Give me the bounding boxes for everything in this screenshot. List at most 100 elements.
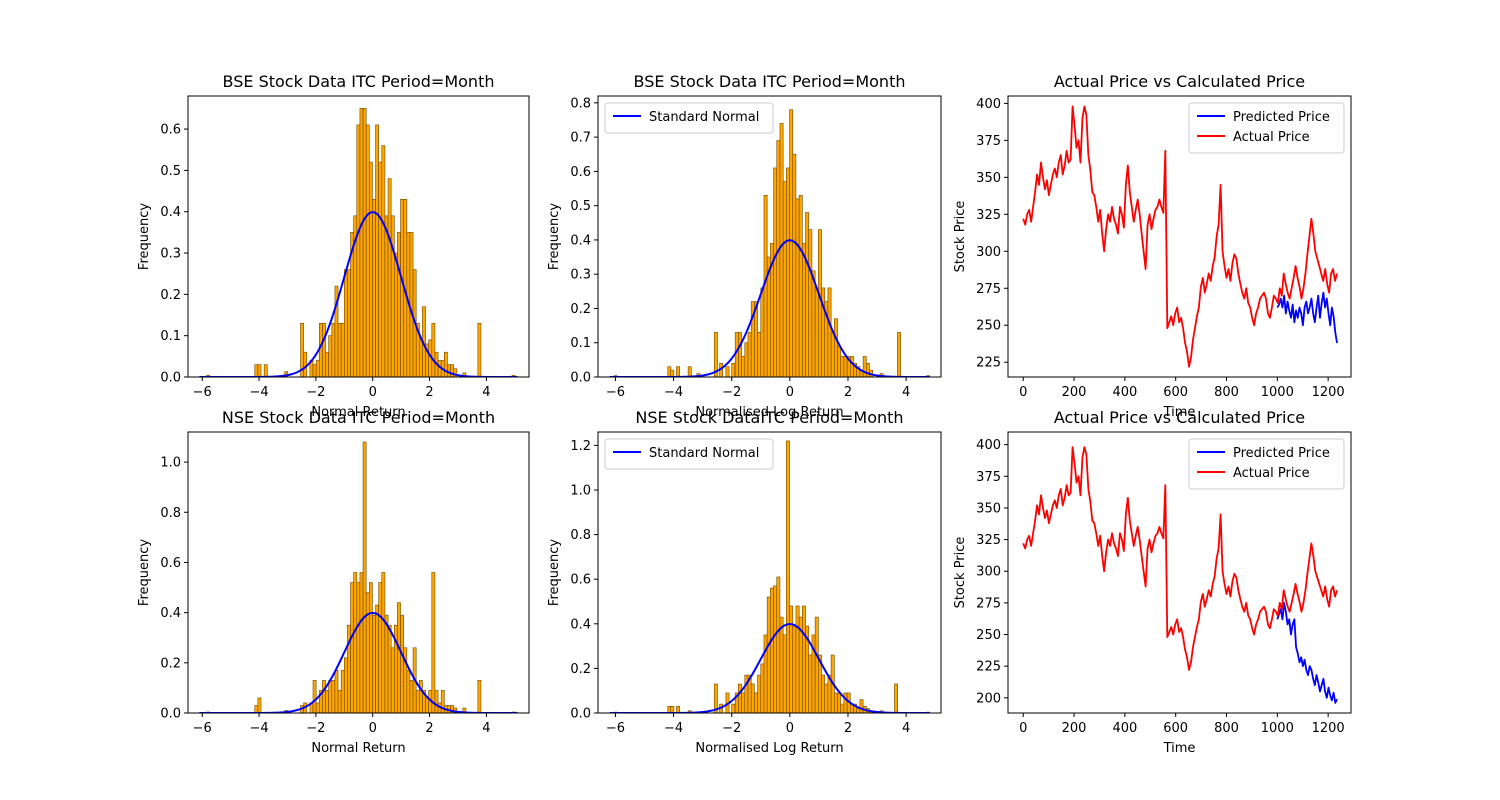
- y-tick-label: 0.6: [160, 556, 181, 571]
- x-tick-label: 800: [1214, 385, 1239, 400]
- axes-frame: [1007, 431, 1352, 714]
- x-tick-label: −2: [722, 721, 741, 736]
- histogram-bar: [362, 108, 367, 377]
- histogram-bar: [837, 692, 842, 713]
- y-tick-label: 300: [976, 245, 1001, 260]
- histogram-bar: [802, 605, 806, 713]
- axes-frame: [1007, 95, 1352, 378]
- histogram-bar: [840, 356, 845, 377]
- histogram-bar: [834, 692, 838, 713]
- x-tick-label: −6: [606, 385, 625, 400]
- histogram-bar: [409, 232, 414, 377]
- histogram-bar: [362, 441, 367, 713]
- histogram-bar: [425, 697, 429, 713]
- x-axis-label: Time: [1163, 741, 1196, 756]
- histogram-bar: [419, 339, 423, 377]
- histogram-bar: [786, 440, 790, 713]
- histogram-bar: [365, 592, 370, 713]
- x-tick-label: 1200: [1312, 721, 1345, 736]
- y-tick-label: 325: [976, 208, 1001, 223]
- histogram-bar: [254, 364, 259, 377]
- x-tick-label: 4: [902, 721, 910, 736]
- y-tick-label: 0.8: [160, 506, 181, 521]
- x-tick-label: −2: [722, 385, 741, 400]
- x-tick-label: 1200: [1312, 385, 1345, 400]
- legend: Standard Normal: [604, 102, 774, 134]
- x-tick-label: 600: [1163, 385, 1188, 400]
- x-tick-label: 0: [369, 385, 377, 400]
- histogram-bar: [312, 364, 317, 377]
- histogram-bar: [687, 366, 692, 377]
- y-tick-label: 1.2: [570, 439, 591, 454]
- x-tick-label: 800: [1214, 721, 1239, 736]
- y-tick-label: 375: [976, 470, 1001, 485]
- legend-label: Actual Price: [1233, 466, 1310, 481]
- histogram-bar: [731, 362, 736, 377]
- y-tick-label: 0.0: [570, 371, 591, 386]
- histogram-bar: [447, 364, 451, 377]
- histogram-bar: [325, 690, 329, 713]
- legend-box: [1188, 102, 1345, 154]
- histogram-bar: [254, 705, 259, 713]
- chart-panel-6: 0 200 400 600 800 1000 1200 200 225 250 275 300 325 3…: [953, 408, 1352, 756]
- histogram-bar: [713, 332, 718, 377]
- histogram-bar: [792, 625, 797, 713]
- histogram-bar: [397, 602, 401, 713]
- histogram-bar: [827, 287, 832, 377]
- histogram-bar: [786, 167, 790, 377]
- histogram-bar: [387, 178, 392, 377]
- legend-label: Actual Price: [1233, 130, 1310, 145]
- histogram-bar: [789, 605, 794, 713]
- y-tick-label: 225: [976, 660, 1001, 675]
- y-tick-label: 350: [976, 501, 1001, 516]
- y-tick-label: 0.0: [160, 371, 181, 386]
- y-tick-label: 0.2: [570, 662, 591, 677]
- histogram-bar: [343, 269, 348, 377]
- histogram-bar: [808, 229, 813, 377]
- chart-title: NSE Stock Data ITC Period=Month: [222, 408, 495, 427]
- y-tick-label: 0.6: [570, 165, 591, 180]
- histogram-bar: [387, 624, 392, 713]
- histogram-bar: [760, 663, 765, 713]
- histogram-bar: [356, 124, 361, 377]
- axes-frame: [597, 95, 942, 378]
- legend: Predicted Price Actual Price: [1188, 102, 1345, 154]
- plot-area: [609, 109, 930, 377]
- y-tick-label: 0.1: [160, 329, 181, 344]
- histogram-bar: [450, 364, 454, 377]
- histogram-bar: [830, 332, 835, 377]
- histogram-bar: [331, 680, 336, 713]
- histogram-bar: [741, 692, 746, 713]
- histogram-bar: [331, 322, 336, 377]
- histogram-bar: [776, 140, 781, 377]
- histogram-bar: [384, 215, 389, 377]
- histogram-bar: [431, 572, 436, 713]
- histogram-bar: [353, 572, 358, 713]
- histogram-bar: [368, 582, 373, 713]
- legend-box: [604, 438, 774, 470]
- y-tick-label: 0.4: [160, 606, 181, 621]
- histogram-bar: [792, 153, 797, 377]
- x-tick-label: 4: [482, 721, 490, 736]
- histogram-bar: [824, 683, 829, 713]
- x-axis-label: Time: [1163, 405, 1196, 420]
- y-tick-label: 0.2: [160, 656, 181, 671]
- chart-panel-2: −6 −4 −2 0 2 4 0.0 0.1 0.2 0.3 0.4 0.5 0.6 0.7 0.8 BSE …: [547, 72, 942, 420]
- chart-panel-5: −6 −4 −2 0 2 4 0.0 0.2 0.4 0.6 0.8 1.0 1.2 NSE Stock …: [547, 408, 942, 756]
- histogram-bar: [798, 195, 803, 377]
- histogram-bar: [340, 670, 345, 713]
- y-tick-label: 300: [976, 565, 1001, 580]
- y-tick-label: 400: [976, 438, 1001, 453]
- x-tick-label: 1000: [1261, 721, 1294, 736]
- histogram-bar: [814, 287, 819, 377]
- histogram-bar: [372, 614, 376, 713]
- series-line-predicted-price: [1276, 291, 1338, 344]
- x-tick-label: 2: [844, 721, 852, 736]
- histogram-bar: [862, 356, 867, 377]
- histogram-bar: [782, 634, 787, 713]
- histogram-bar: [378, 582, 383, 713]
- histogram-bar: [318, 322, 323, 377]
- series-line-actual-price: [1022, 105, 1338, 368]
- x-tick-label: 0: [786, 385, 794, 400]
- x-tick-label: −2: [306, 385, 325, 400]
